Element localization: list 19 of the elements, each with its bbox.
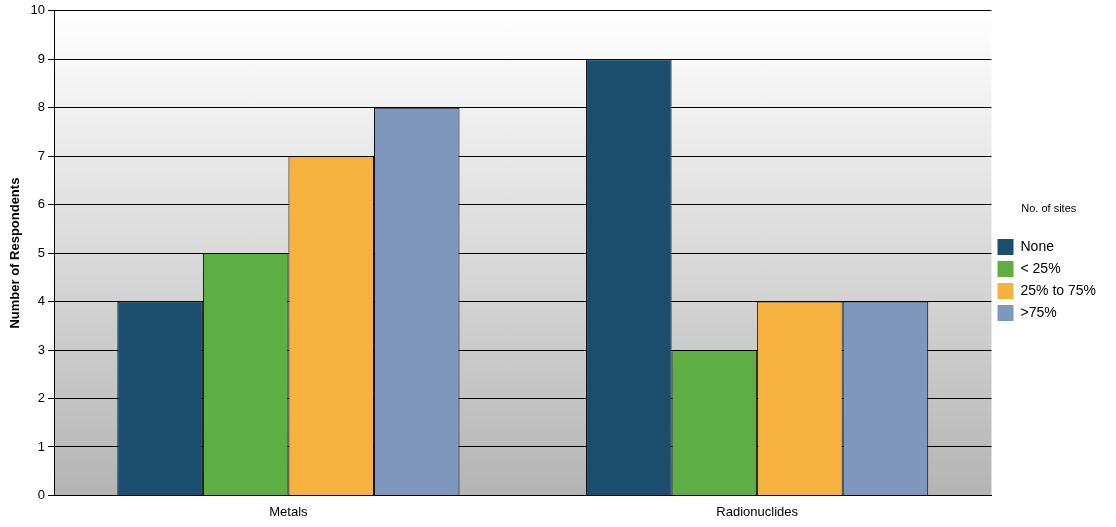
y-tick-label: 0 (37, 486, 46, 502)
y-tick-label: 5 (37, 244, 46, 260)
y-tick-label: 8 (37, 99, 46, 115)
y-tick-label: 4 (37, 293, 46, 309)
x-tick-label: Metals (269, 503, 309, 519)
y-tick-label: 7 (37, 147, 46, 163)
legend-title: No. of sites (1021, 202, 1077, 215)
y-tick-label: 10 (30, 2, 46, 18)
y-tick-label: 6 (37, 196, 46, 212)
legend-label: < 25% (1020, 259, 1061, 276)
y-tick-label: 3 (37, 341, 46, 357)
x-tick-label: Radionuclides (716, 503, 799, 519)
legend-label: None (1020, 237, 1055, 254)
y-tick-label: 1 (37, 438, 46, 454)
y-axis-title: Number of Respondents (7, 177, 23, 329)
legend-label: 25% to 75% (1020, 281, 1096, 298)
y-tick-label: 9 (37, 50, 46, 66)
y-tick-label: 2 (37, 390, 46, 406)
legend-label: >75% (1020, 303, 1057, 320)
